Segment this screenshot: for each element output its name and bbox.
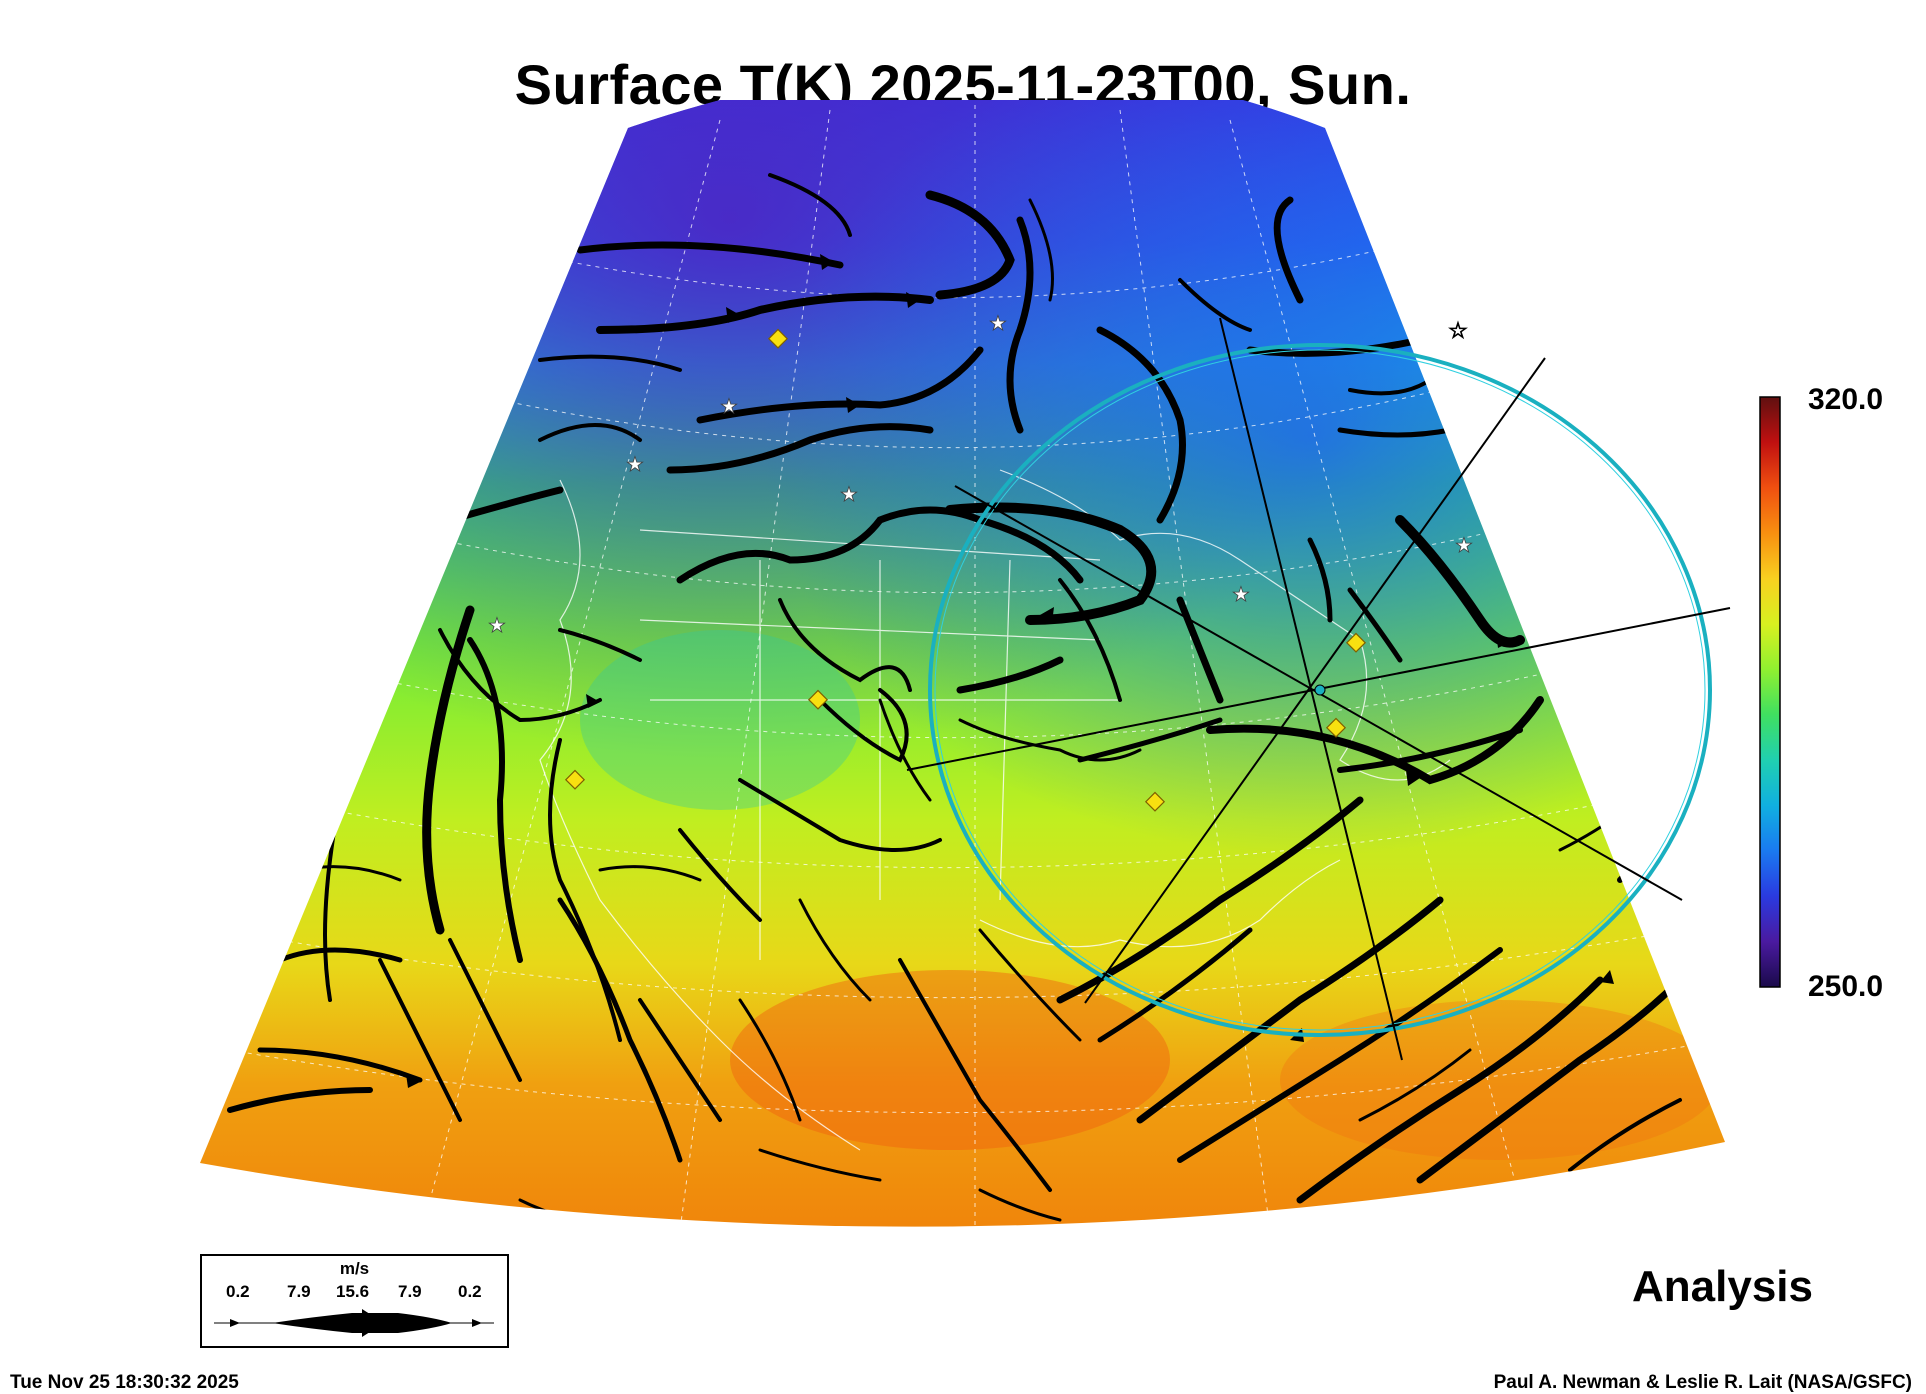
wind-speed-label: 7.9 [287,1282,311,1301]
wind-speed-legend: m/s 0.2 7.9 15.6 7.9 0.2 [200,1254,509,1348]
wind-speed-label: 7.9 [398,1282,422,1301]
colorbar [1759,396,1781,988]
wind-legend-arrow [214,1309,494,1337]
wind-unit-label: m/s [339,1259,370,1278]
svg-text:★: ★ [1455,535,1473,557]
svg-text:★: ★ [720,396,738,418]
timestamp: Tue Nov 25 18:30:32 2025 [10,1372,239,1393]
orbit-overlay [906,317,1731,1061]
credit: Paul A. Newman & Leslie R. Lait (NASA/GS… [1493,1372,1912,1393]
wind-speed-label: 0.2 [226,1282,250,1301]
svg-text:☆: ☆ [1448,318,1468,343]
svg-text:★: ★ [626,454,644,476]
svg-text:★: ★ [488,615,506,637]
wind-speed-label: 0.2 [458,1282,482,1301]
temperature-field [200,100,1725,1227]
analysis-label: Analysis [1632,1262,1813,1311]
colorbar-gradient [1760,397,1780,987]
wind-speed-label: 15.6 [336,1282,370,1301]
svg-text:★: ★ [840,484,858,506]
svg-text:★: ★ [1232,584,1250,606]
colorbar-min-label: 250.0 [1808,970,1884,1003]
svg-text:★: ★ [989,313,1007,335]
station-markers: ★ ★ ★ ★ ★ ★ ★ ☆ [488,313,1473,812]
colorbar-max-label: 320.0 [1808,383,1884,416]
